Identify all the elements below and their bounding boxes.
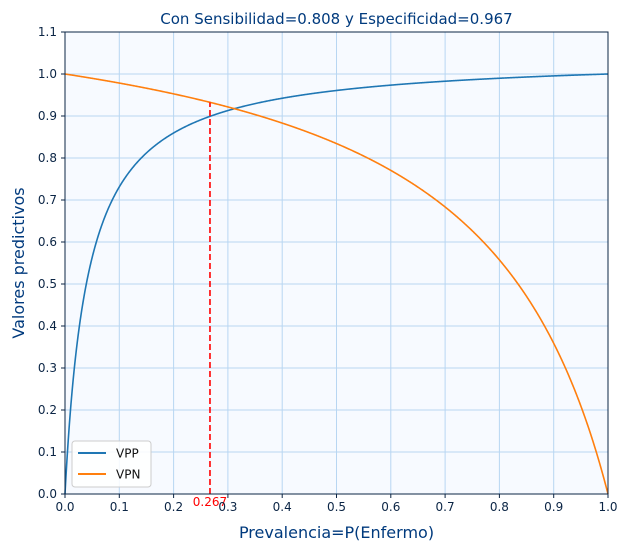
x-tick-label: 0.7 [436,500,455,514]
y-tick-label: 0.2 [38,403,57,417]
series-line-vpp [64,73,609,495]
y-tick-label: 1.0 [38,67,57,81]
x-tick-label: 0.4 [273,500,292,514]
series-line-vpn [64,73,609,495]
y-tick-label: 0.8 [38,151,57,165]
x-tick-label: 0.6 [381,500,400,514]
ticks: 0.0 0.1 0.2 0.3 0.4 0.5 0.6 0.7 0.8 0.9 1.0 0.0 0.1 0… [38,25,618,514]
legend-label-vpn: VPN [116,468,140,482]
y-tick-label: 0.3 [38,361,57,375]
x-tick-label: 0.9 [544,500,563,514]
y-tick-label: 0.0 [38,487,57,501]
prevalence-marker-label: 0.267 [193,495,227,509]
x-tick-label: 0.1 [110,500,129,514]
y-tick-label: 0.1 [38,445,57,459]
x-tick-label: 1.0 [598,500,617,514]
x-tick-label: 0.2 [164,500,183,514]
y-tick-label: 0.5 [38,277,57,291]
y-tick-label: 0.6 [38,235,57,249]
x-tick-label: 0.5 [327,500,346,514]
x-axis-label: Prevalencia=P(Enfermo) [239,523,434,542]
y-tick-label: 0.7 [38,193,57,207]
y-tick-label: 0.9 [38,109,57,123]
legend-label-vpp: VPP [116,447,139,461]
annotation: 0.267 [193,102,227,509]
x-tick-label: 0.0 [55,500,74,514]
chart-title: Con Sensibilidad=0.808 y Especificidad=0… [160,10,512,28]
x-tick-label: 0.3 [218,500,237,514]
y-axis-label: Valores predictivos [9,187,28,338]
y-tick-label: 0.4 [38,319,57,333]
legend: VPP VPN [71,440,152,488]
x-tick-label: 0.8 [490,500,509,514]
curves [64,73,609,495]
y-tick-label: 1.1 [38,25,57,39]
